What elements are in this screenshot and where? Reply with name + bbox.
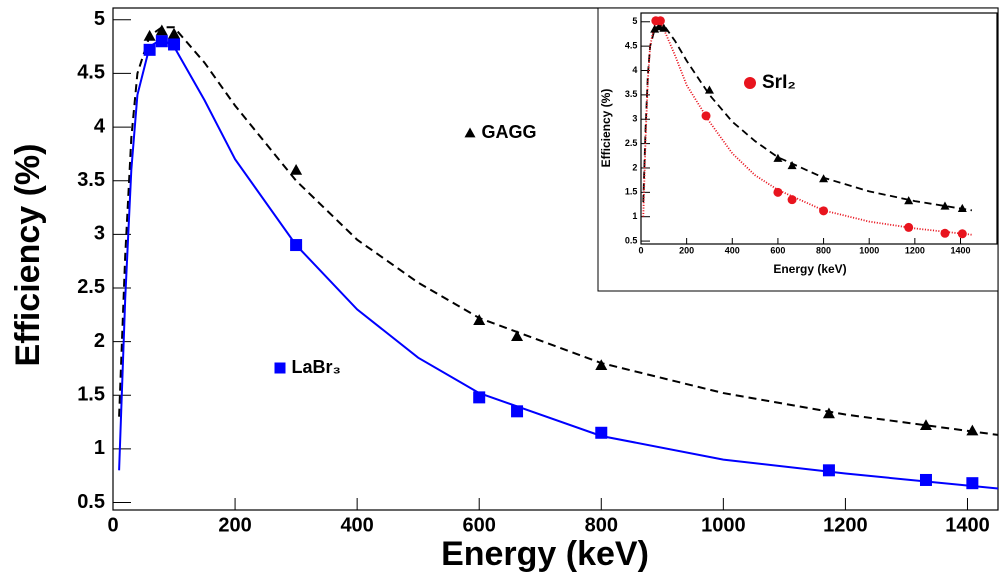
marker-triangle [659,23,669,32]
x-tick-label: 600 [770,246,785,256]
y-tick-label: 4.5 [625,41,638,51]
marker-circle [655,16,665,26]
plot-area [118,26,998,490]
x-tick-label: 1200 [823,514,868,536]
marker-circle [773,187,783,197]
y-tick-label: 3 [632,114,637,124]
x-tick-label: 800 [816,246,831,256]
marker-square [511,405,524,418]
marker-square [822,464,835,477]
marker-triangle [919,419,932,431]
marker-triangle [473,314,486,325]
y-tick-label: 5 [94,8,105,30]
fit-curve [642,24,973,212]
x-tick-label: 200 [679,246,694,256]
marker-triangle [904,196,914,205]
marker-square [290,239,303,252]
marker-triangle [787,161,797,170]
y-axis-title: Efficiency (%) [599,89,613,168]
marker-triangle [650,24,660,33]
x-tick-label: 1200 [905,246,925,256]
x-tick-label: 400 [725,246,740,256]
marker-circle [819,206,829,216]
y-tick-label: 1.5 [625,187,638,197]
legend-marker [464,127,476,138]
marker-triangle [957,203,967,213]
marker-square [919,473,932,486]
x-tick-label: 0 [638,246,643,256]
marker-square [155,35,168,48]
marker-triangle [940,201,950,210]
y-tick-label: 2.5 [625,138,638,148]
y-tick-label: 3.5 [77,169,105,191]
y-tick-label: 4 [94,115,106,137]
marker-circle [701,111,711,121]
x-tick-label: 400 [340,514,373,536]
legend-label: SrI₂ [762,72,796,93]
marker-triangle [704,85,714,94]
marker-circle [787,195,797,205]
y-tick-label: 4.5 [77,62,105,84]
y-axis-title: Efficiency (%) [9,144,47,367]
marker-triangle [822,407,835,419]
marker-square [473,391,486,404]
marker-triangle [819,174,829,183]
marker-triangle [155,24,168,36]
legend-label: LaBr₃ [292,357,341,377]
marker-triangle [595,359,608,370]
marker-triangle [143,29,156,41]
legend-marker [274,362,286,374]
marker-circle [940,228,950,238]
marker-triangle [773,153,783,162]
x-tick-label: 600 [463,514,496,536]
y-tick-label: 2.5 [77,276,105,298]
legend-label: GAGG [482,122,537,142]
legend-marker [744,77,756,89]
marker-square [966,477,979,490]
y-tick-label: 0.5 [77,491,105,513]
marker-square [143,43,156,56]
x-tick-label: 800 [585,514,618,536]
marker-circle [904,222,914,232]
y-tick-label: 3.5 [625,89,638,99]
y-tick-label: 2 [94,330,105,352]
plot-area [642,20,973,236]
y-tick-label: 5 [632,16,637,26]
x-axis-title: Energy (keV) [441,535,649,573]
y-tick-label: 1 [632,211,637,221]
inset-background [597,7,999,292]
x-tick-label: 1000 [701,514,746,536]
marker-circle [957,229,967,239]
x-axis-title: Energy (keV) [773,262,846,276]
y-tick-label: 3 [94,223,105,245]
y-tick-label: 0.5 [625,235,638,245]
y-tick-label: 4 [632,65,637,75]
fit-curve [642,20,972,236]
x-tick-label: 1000 [859,246,879,256]
fit-curve [118,37,998,490]
marker-triangle [511,330,524,342]
x-tick-label: 1400 [945,514,990,536]
x-tick-label: 0 [107,514,118,536]
x-tick-label: 200 [218,514,251,536]
marker-triangle [966,424,979,436]
y-tick-label: 1 [94,437,105,459]
marker-square [595,426,608,439]
x-tick-label: 1400 [950,246,970,256]
marker-triangle [290,163,303,175]
fit-curve [118,26,998,436]
plot-frame [640,12,998,245]
y-tick-label: 1.5 [77,384,105,406]
y-tick-label: 2 [632,162,637,172]
marker-triangle [168,27,181,39]
marker-square [168,38,181,51]
